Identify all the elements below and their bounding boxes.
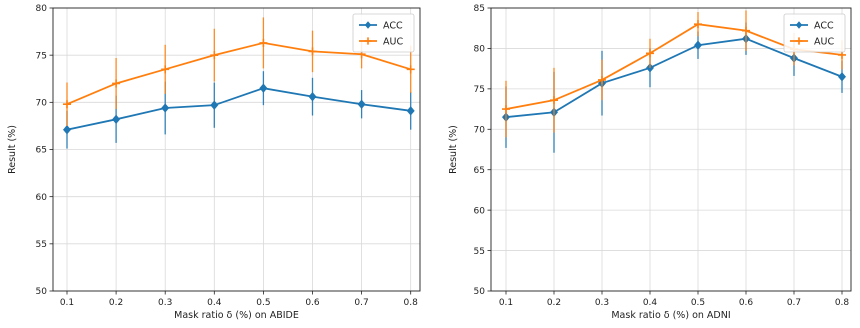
data-point <box>406 65 415 74</box>
x-tick-label: 0.1 <box>499 298 513 308</box>
y-tick-label: 50 <box>36 287 48 297</box>
data-point <box>838 72 846 82</box>
y-tick-label: 55 <box>474 247 485 257</box>
legend-label-auc: AUC <box>814 36 834 47</box>
y-tick-label: 80 <box>36 4 48 14</box>
data-point <box>646 63 654 73</box>
series-acc <box>63 71 415 149</box>
x-tick-label: 0.8 <box>404 298 419 308</box>
data-point <box>259 38 268 47</box>
data-point <box>308 92 317 102</box>
data-point <box>308 47 317 56</box>
y-axis-label: Result (%) <box>7 125 18 174</box>
data-point <box>112 114 121 124</box>
x-tick-label: 0.2 <box>547 298 561 308</box>
legend-label-acc: ACC <box>383 20 403 31</box>
series-line-acc <box>505 37 843 119</box>
y-tick-label: 75 <box>36 51 47 61</box>
x-tick-label: 0.2 <box>109 298 123 308</box>
chart-panel-1: 50 55 60 65 70 75 80 0.1 0.2 0.3 0.4 0.5 0.6 0.7 0.8 Ma… <box>7 4 421 321</box>
data-point <box>161 65 170 74</box>
x-tick-label: 0.7 <box>354 298 368 308</box>
y-tick-label: 65 <box>36 146 47 156</box>
x-tick-label: 0.3 <box>158 298 172 308</box>
legend-marker <box>795 37 803 45</box>
x-tick-label: 0.5 <box>256 298 270 308</box>
legend-label-acc: ACC <box>814 20 834 31</box>
x-tick-label: 0.7 <box>787 298 801 308</box>
data-point <box>63 100 71 109</box>
legend-marker <box>364 37 372 45</box>
y-tick-label: 70 <box>36 99 48 109</box>
plot-frame <box>490 7 852 292</box>
data-point <box>694 40 702 50</box>
data-point <box>598 75 606 84</box>
data-point <box>646 49 654 58</box>
data-point <box>112 79 121 88</box>
series-line-auc <box>66 41 411 106</box>
legend: ACC AUC <box>783 13 846 53</box>
data-point <box>63 125 71 135</box>
data-point <box>259 83 268 93</box>
series-line-acc <box>66 87 411 131</box>
data-point <box>210 100 219 110</box>
legend: ACC AUC <box>352 13 415 53</box>
data-point <box>502 105 510 114</box>
y-tick-label: 80 <box>474 45 486 55</box>
y-tick-label: 55 <box>36 240 47 250</box>
data-point <box>210 51 219 60</box>
y-tick-label: 60 <box>474 206 486 216</box>
data-point <box>357 99 366 109</box>
data-point <box>406 106 415 116</box>
plot-frame <box>52 7 421 292</box>
legend-marker <box>795 21 803 29</box>
x-tick-label: 0.6 <box>305 298 320 308</box>
y-tick-label: 60 <box>36 193 48 203</box>
data-point <box>550 96 558 105</box>
x-tick-label: 0.3 <box>595 298 609 308</box>
legend-marker <box>364 21 372 29</box>
x-tick-label: 0.8 <box>835 298 850 308</box>
y-tick-label: 85 <box>474 4 485 14</box>
chart-panel-2: 50 55 60 65 70 75 80 85 0.1 0.2 0.3 0.4 0.5 0.6 0.7 0.8… <box>448 4 852 321</box>
data-point <box>694 20 702 29</box>
x-tick-label: 0.5 <box>691 298 705 308</box>
y-tick-label: 50 <box>474 287 486 297</box>
x-axis-label: Mask ratio δ (%) on ADNI <box>611 310 730 321</box>
legend-label-auc: AUC <box>383 36 403 47</box>
y-axis-label: Result (%) <box>448 125 459 174</box>
x-tick-label: 0.1 <box>60 298 74 308</box>
y-tick-label: 70 <box>474 125 486 135</box>
x-tick-label: 0.4 <box>207 298 222 308</box>
x-tick-label: 0.6 <box>739 298 754 308</box>
x-tick-label: 0.4 <box>643 298 658 308</box>
data-point <box>742 26 750 35</box>
series-auc <box>63 17 415 126</box>
data-point <box>161 103 170 113</box>
y-tick-label: 65 <box>474 166 485 176</box>
x-axis-label: Mask ratio δ (%) on ABIDE <box>174 310 299 321</box>
y-tick-label: 75 <box>474 85 485 95</box>
